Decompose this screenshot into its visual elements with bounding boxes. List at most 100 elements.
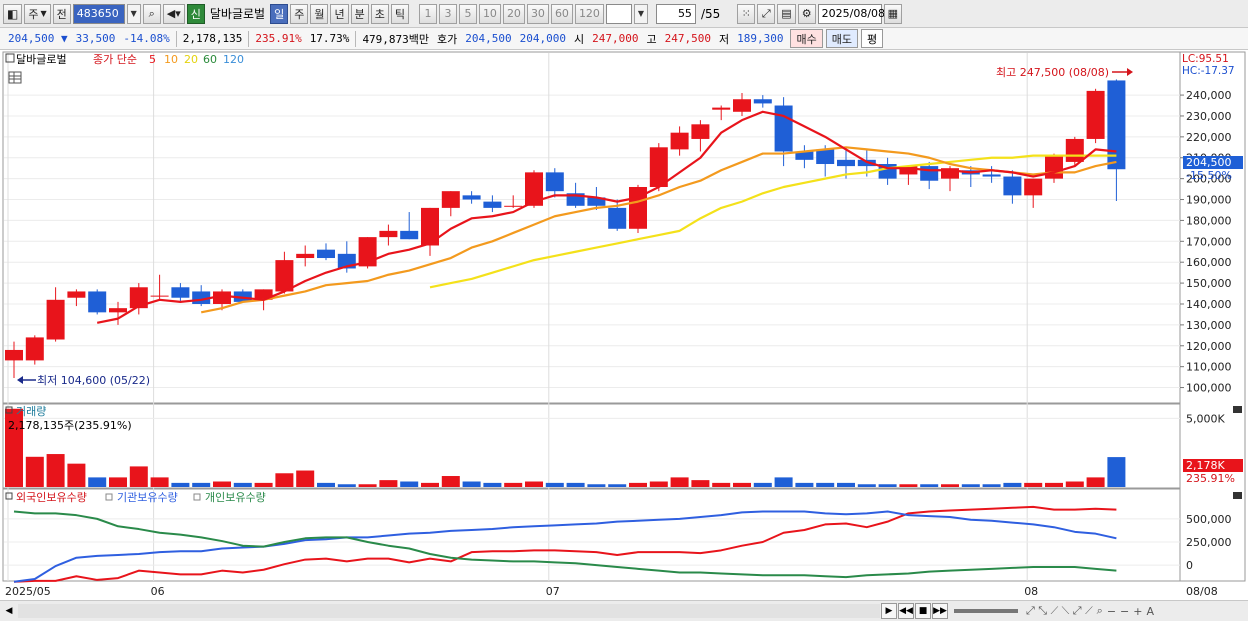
candle-body: [67, 291, 86, 298]
candle-body: [213, 291, 231, 304]
pct-tag: -15.50%: [1186, 169, 1232, 182]
calendar-icon[interactable]: ▦: [883, 3, 903, 24]
candle-body: [129, 287, 148, 309]
zoom-in-icon[interactable]: +: [1133, 604, 1143, 618]
volume-bar: [774, 477, 793, 487]
interval-dropdown-icon[interactable]: ▼: [633, 3, 648, 24]
candle-body: [379, 230, 398, 238]
turnover-pct: 17.73%: [309, 32, 350, 45]
volume-bar: [545, 482, 564, 487]
price-tick-label: 120,000: [1186, 340, 1232, 353]
interval-20[interactable]: 20: [502, 3, 525, 24]
volume-bar: [5, 408, 23, 487]
candle-body: [837, 159, 855, 167]
ma20-legend: 20: [184, 53, 198, 66]
ma20-line: [429, 154, 1117, 289]
market-select[interactable]: 주 ▼: [24, 3, 51, 24]
horizontal-scrollbar[interactable]: [18, 604, 880, 618]
eval-button[interactable]: 평: [860, 29, 884, 48]
save-icon[interactable]: ▤: [777, 3, 796, 24]
interval-10[interactable]: 10: [478, 3, 501, 24]
period-day[interactable]: 일: [270, 3, 289, 24]
holdings-close-icon[interactable]: [1233, 492, 1242, 499]
interval-custom-input[interactable]: [605, 3, 632, 24]
font-icon[interactable]: A: [1146, 604, 1155, 618]
fast-forward-icon[interactable]: ▶▶: [932, 603, 948, 619]
interval-3[interactable]: 3: [438, 3, 457, 24]
stock-code-input[interactable]: 483650: [72, 3, 125, 24]
candle-body: [587, 197, 606, 206]
volume-bar: [296, 470, 315, 487]
code-dropdown-icon[interactable]: ▼: [126, 3, 141, 24]
holdings-menu-icon[interactable]: [5, 492, 13, 500]
volume-bar: [358, 484, 377, 487]
candle-body: [941, 168, 959, 179]
period-week[interactable]: 주: [290, 3, 309, 24]
price-tick-label: 230,000: [1186, 110, 1232, 123]
foreign-legend: 외국인보유수량: [16, 491, 87, 504]
zoom-out-icon[interactable]: −: [1106, 604, 1117, 618]
count-input[interactable]: 55: [655, 3, 696, 24]
interval-120[interactable]: 120: [574, 3, 604, 24]
candle-body: [46, 299, 65, 340]
interval-5[interactable]: 5: [458, 3, 477, 24]
price-tick-label: 240,000: [1186, 89, 1232, 102]
stop-icon[interactable]: ■: [915, 603, 931, 619]
candle-body: [691, 124, 710, 139]
draw-tool-icon[interactable]: ⤢: [757, 3, 776, 24]
price-change: 33,500: [75, 32, 116, 45]
search-icon[interactable]: ⌕: [142, 3, 161, 24]
x-axis-label: 06: [151, 585, 165, 598]
volume-bar: [1003, 482, 1022, 487]
hc-label: HC:-17.37: [1182, 65, 1235, 77]
date-input[interactable]: 2025/08/08: [817, 3, 885, 24]
candle-body: [545, 172, 564, 192]
volume-bar: [504, 482, 523, 487]
candle-body: [1086, 90, 1105, 139]
period-month[interactable]: 월: [310, 3, 329, 24]
period-second[interactable]: 초: [370, 3, 389, 24]
interval-30[interactable]: 30: [526, 3, 549, 24]
speaker-icon[interactable]: ◀▾: [162, 3, 185, 24]
volume-menu-icon[interactable]: [5, 406, 13, 414]
interval-60[interactable]: 60: [550, 3, 573, 24]
volume-bar: [816, 482, 835, 487]
draw-tools-icon[interactable]: ⤢ ⤡ ⟋ ⟍ ⤢ ⟋: [1026, 604, 1093, 617]
volume-bar: [213, 481, 231, 487]
volume-bar: [88, 477, 107, 487]
period-year[interactable]: 년: [330, 3, 349, 24]
panel-menu-icon[interactable]: [5, 53, 15, 63]
volume-bar: [649, 481, 668, 487]
volume-value-text: 2,178,135주(235.91%): [8, 419, 132, 432]
crosshair-icon[interactable]: ⁙: [737, 3, 756, 24]
buy-button[interactable]: 매수: [790, 29, 823, 48]
layout-icon[interactable]: ◧: [3, 3, 23, 24]
rewind-icon[interactable]: ◀◀: [898, 603, 914, 619]
table-view-icon[interactable]: [8, 71, 22, 84]
period-minute[interactable]: 분: [350, 3, 369, 24]
volume-bar: [982, 484, 1001, 487]
zoom-slider[interactable]: [954, 609, 1018, 613]
sell-button[interactable]: 매도: [825, 29, 858, 48]
volume-close-icon[interactable]: [1233, 406, 1242, 413]
volume-tag-text: 2,178K: [1186, 459, 1225, 472]
price-panel: [2, 51, 1181, 404]
scroll-right-icon[interactable]: ▶: [881, 603, 897, 619]
new-button[interactable]: 신: [186, 3, 205, 24]
price-tick-label: 170,000: [1186, 235, 1232, 248]
volume-bar: [857, 484, 876, 487]
candle-body: [5, 349, 23, 361]
minus-icon[interactable]: −: [1120, 604, 1130, 618]
period-tick[interactable]: 틱: [390, 3, 409, 24]
interval-1[interactable]: 1: [418, 3, 437, 24]
candle-body: [171, 287, 190, 298]
settings-icon[interactable]: ⚙: [797, 3, 816, 24]
volume-bar: [254, 482, 273, 487]
volume-bar: [171, 482, 190, 487]
zoom-icon[interactable]: ⌕: [1096, 604, 1103, 617]
low-annotation: 최저 104,600 (05/22): [37, 374, 150, 387]
prev-button[interactable]: 전: [52, 3, 71, 24]
scroll-left-icon[interactable]: ◀: [5, 606, 13, 616]
high-annotation: 최고 247,500 (08/08): [996, 66, 1109, 79]
stock-chart[interactable]: 100,000 110,000 120,000 130,000 140,000 150,0…: [0, 50, 1248, 600]
